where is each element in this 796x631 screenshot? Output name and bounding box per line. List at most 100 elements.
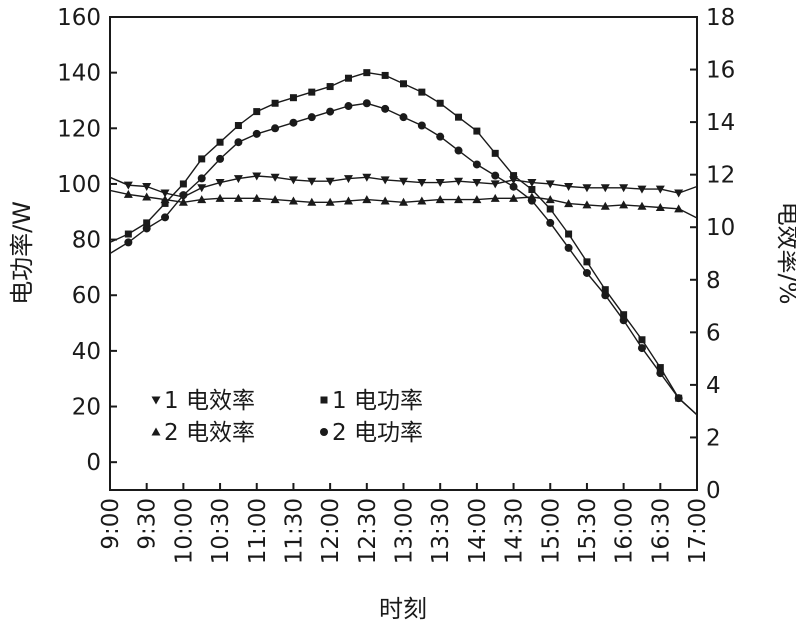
data-point	[417, 196, 427, 205]
data-point	[381, 71, 389, 79]
left-tick-label: 80	[72, 228, 101, 254]
data-point	[528, 186, 536, 194]
data-point	[216, 154, 225, 163]
data-point	[546, 218, 555, 227]
data-point	[160, 189, 170, 198]
data-point	[252, 193, 262, 202]
data-point	[179, 180, 187, 188]
data-point	[491, 171, 500, 180]
right-tick-label: 2	[706, 425, 721, 451]
x-tick-label: 17:00	[685, 498, 711, 564]
data-point	[454, 146, 463, 155]
data-point	[436, 132, 445, 141]
data-point	[655, 185, 665, 194]
data-point	[565, 230, 573, 238]
series-line	[109, 71, 698, 416]
data-point	[197, 174, 206, 183]
right-tick-label: 12	[706, 163, 735, 189]
data-point	[454, 195, 464, 204]
data-point	[325, 197, 335, 206]
data-point	[509, 182, 518, 191]
data-point	[343, 196, 353, 205]
right-axis-ticks: 0 2 4 6 8 10 12 14 16 18	[690, 5, 735, 504]
legend-label: 2 电效率	[164, 420, 255, 446]
data-point	[620, 311, 628, 319]
right-tick-label: 6	[706, 320, 721, 346]
right-tick-label: 8	[706, 268, 721, 294]
data-point	[233, 193, 243, 202]
series-3	[109, 69, 698, 416]
data-point	[619, 184, 629, 193]
data-point	[307, 113, 316, 122]
data-point	[271, 124, 280, 133]
x-tick-label: 9:00	[98, 498, 124, 550]
data-point	[179, 191, 188, 200]
right-tick-label: 10	[706, 215, 735, 241]
data-point	[363, 69, 371, 77]
series-layer	[109, 69, 698, 416]
data-point	[197, 195, 207, 204]
data-point	[198, 155, 206, 163]
data-point	[582, 268, 591, 277]
data-point	[362, 99, 371, 108]
data-point	[509, 193, 519, 202]
data-point	[527, 196, 536, 205]
x-tick-label: 15:00	[538, 498, 564, 564]
data-point	[545, 180, 555, 189]
left-tick-label: 120	[57, 116, 101, 142]
left-tick-label: 40	[72, 339, 101, 365]
right-tick-label: 14	[706, 110, 735, 136]
data-point	[527, 179, 537, 188]
data-point	[271, 99, 279, 107]
data-point	[399, 197, 408, 206]
data-point	[325, 177, 335, 186]
data-point	[381, 104, 390, 113]
data-point	[490, 193, 500, 202]
legend-item: 1 电效率	[151, 388, 255, 414]
data-point	[252, 129, 261, 138]
data-point	[380, 196, 390, 205]
legend: 1 电效率 1 电功率 2 电效率 2 电功率	[151, 388, 423, 446]
data-point	[418, 88, 426, 96]
data-point	[289, 118, 298, 127]
data-point	[178, 197, 188, 206]
data-point	[289, 94, 297, 102]
data-point	[343, 175, 353, 184]
x-tick-label: 10:30	[208, 498, 234, 564]
y-axis-left-title: 电功率/W	[8, 201, 36, 305]
data-point	[655, 203, 665, 212]
data-point	[362, 173, 372, 182]
data-point	[545, 195, 555, 204]
data-point	[326, 107, 335, 116]
legend-marker	[151, 396, 161, 405]
data-point	[455, 113, 463, 121]
data-point	[124, 230, 132, 238]
x-tick-label: 12:00	[318, 498, 344, 564]
x-tick-label: 14:30	[502, 498, 528, 564]
data-point	[473, 127, 481, 135]
data-point	[215, 179, 225, 188]
data-point	[380, 176, 390, 185]
data-point	[142, 192, 152, 201]
data-point	[288, 196, 298, 205]
data-point	[472, 195, 482, 204]
legend-item: 2 电功率	[320, 420, 423, 446]
x-tick-label: 14:00	[465, 498, 491, 564]
data-point	[674, 204, 684, 213]
data-point	[564, 182, 574, 191]
legend-label: 1 电功率	[332, 388, 423, 414]
data-point	[564, 243, 573, 252]
data-point	[233, 175, 243, 184]
data-point	[472, 179, 482, 188]
data-point	[142, 182, 152, 191]
data-point	[417, 121, 426, 130]
series-2	[109, 189, 698, 219]
legend-label: 2 电功率	[332, 420, 423, 446]
data-point	[601, 291, 610, 300]
data-point	[435, 179, 445, 188]
data-point	[307, 177, 317, 186]
x-tick-label: 15:30	[575, 498, 601, 564]
right-tick-label: 4	[706, 373, 721, 399]
data-point	[619, 316, 628, 325]
